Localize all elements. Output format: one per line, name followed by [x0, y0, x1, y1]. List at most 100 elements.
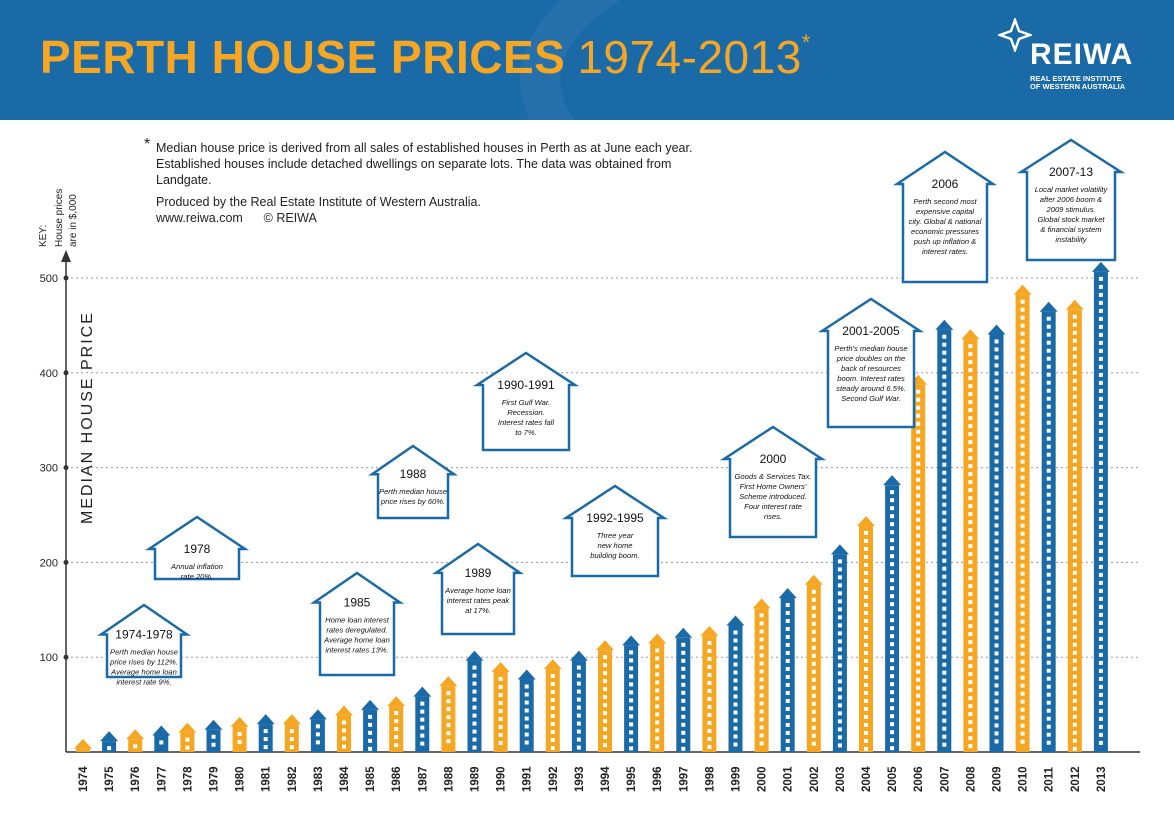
bar-window [1046, 316, 1051, 321]
bar-window [1098, 300, 1103, 305]
bar-window [811, 637, 816, 642]
bar-window [942, 582, 947, 587]
annotation-line: Average home loan [323, 636, 390, 645]
bar-window [733, 718, 738, 723]
bar [1013, 284, 1032, 752]
bar-window [1098, 580, 1103, 585]
annotation-line: interest rates. [922, 247, 968, 256]
bar-window [994, 547, 999, 552]
bar-window [916, 685, 921, 690]
bar-window [1020, 723, 1025, 728]
bar-window [655, 696, 660, 701]
bar-window [994, 427, 999, 432]
bar-arrowhead [700, 625, 719, 636]
bar-window [707, 672, 712, 677]
bar-window [1020, 683, 1025, 688]
bar-window [576, 737, 581, 742]
bar-window [211, 742, 216, 747]
bar-window [1020, 467, 1025, 472]
bar-window [785, 666, 790, 671]
bar-window [524, 700, 529, 705]
bar-arrowhead [465, 650, 484, 661]
bar-window [1020, 427, 1025, 432]
bar-window [1020, 323, 1025, 328]
bar-window [1020, 299, 1025, 304]
bar-window [916, 709, 921, 714]
bar-window [837, 591, 842, 596]
bar-window [1098, 388, 1103, 393]
bar-window [681, 666, 686, 671]
bar-window [837, 575, 842, 580]
bar-window [759, 725, 764, 730]
annotation-line: rates deregulated. [326, 626, 387, 635]
bar-window [968, 648, 973, 653]
bar-window [837, 687, 842, 692]
bar-window [890, 506, 895, 511]
header-banner: PERTH HOUSE PRICES 1974-2013* REIWA REAL … [0, 0, 1174, 120]
bar-window [655, 656, 660, 661]
bar-window [890, 586, 895, 591]
bar-window [603, 695, 607, 700]
bar-window [916, 669, 921, 674]
bar [308, 709, 327, 752]
bar-window [890, 626, 895, 631]
bar-window [1098, 556, 1103, 561]
bar-arrowhead [361, 699, 380, 710]
annotation-line: rises. [764, 512, 782, 521]
bar-window [916, 661, 921, 666]
annotation-line: Scheme introduced. [739, 492, 807, 501]
bar-window [655, 688, 660, 693]
bar-window [576, 689, 581, 694]
x-tick-label: 2011 [1044, 766, 1056, 792]
bar-window [603, 671, 607, 676]
annotation-line: Perth second most [913, 197, 977, 206]
bar-window [837, 631, 842, 636]
x-tick-label: 2007 [939, 766, 951, 792]
bar-window [994, 347, 999, 352]
bar-window [890, 642, 895, 647]
bar-window [1072, 658, 1077, 663]
annotation-line: Recession. [507, 408, 545, 417]
bar-window [864, 530, 868, 535]
bar-window [994, 467, 999, 472]
bar-window [576, 745, 581, 750]
bar-window [942, 366, 947, 371]
bar-window [1020, 699, 1025, 704]
bar-window [1072, 466, 1077, 471]
bar-window [472, 729, 477, 734]
bar-window [785, 674, 790, 679]
bar-window [1072, 738, 1077, 743]
bar-body [859, 525, 873, 752]
bar-window [1072, 394, 1077, 399]
annotation-line: to 7%. [515, 428, 537, 437]
x-tick-label: 1983 [313, 766, 325, 792]
bar-window [811, 629, 816, 634]
bar-window [759, 685, 764, 690]
logo-subtitle-2: OF WESTERN AUSTRALIA [1030, 82, 1126, 91]
bar-window [942, 518, 947, 523]
house-outline [472, 351, 580, 452]
annotation-line: building boom. [590, 551, 639, 560]
bar-window [1020, 531, 1025, 536]
bar-window [890, 490, 895, 495]
bar-window [1020, 483, 1025, 488]
bar-window [1020, 739, 1025, 744]
bar-window [968, 368, 973, 373]
bar-series [74, 261, 1110, 752]
x-tick-label: 1991 [522, 766, 534, 792]
bar-body [180, 732, 195, 752]
bar [439, 676, 458, 752]
bar-window [524, 708, 529, 713]
bar-window [707, 720, 712, 725]
bar-window [864, 586, 868, 591]
bar-window [733, 678, 738, 683]
bar-window [968, 392, 973, 397]
bar-window [916, 533, 921, 538]
bar-window [107, 746, 112, 751]
bar-window [1098, 572, 1103, 577]
bar-window [550, 706, 555, 711]
bar-window [1046, 620, 1051, 625]
bar-window [942, 590, 947, 595]
